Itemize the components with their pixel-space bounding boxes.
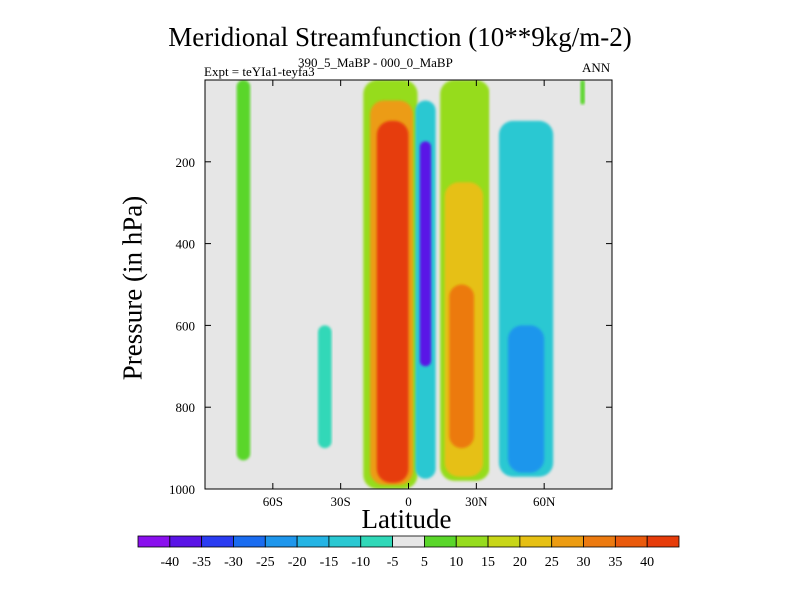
colorbar-label: 5 — [421, 555, 428, 570]
chart-title: Meridional Streamfunction (10**9kg/m-2) — [168, 22, 632, 52]
colorbar-label: -20 — [288, 555, 307, 570]
colorbar-label: 40 — [640, 555, 654, 570]
equatorial-negative-cell-core — [419, 141, 432, 367]
colorbar-label: 10 — [449, 555, 463, 570]
colorbar: -40 -35 -30 -25 -20 -15 -10 -5 5 10 15 20 25 30 35 40 — [137, 535, 680, 570]
northern-hadley-cell-core — [449, 284, 475, 449]
x-tick-label: 30N — [465, 494, 488, 509]
x-tick-label: 0 — [405, 494, 412, 509]
contour-fills — [236, 80, 585, 489]
colorbar-swatch — [487, 535, 521, 548]
colorbar-label: 35 — [608, 555, 622, 570]
colorbar-swatch — [455, 535, 489, 548]
colorbar-swatch — [296, 535, 330, 548]
y-tick-label: 800 — [176, 400, 196, 415]
colorbar-swatch — [392, 535, 425, 548]
high-south-polar-cell — [236, 80, 251, 461]
colorbar-label: -30 — [224, 555, 243, 570]
colorbar-swatch — [646, 535, 680, 548]
colorbar-label: -15 — [320, 555, 339, 570]
southern-ferrel-cell-core — [318, 325, 332, 449]
axis-ticks: 60S 30S 0 30N 60N 200 400 600 800 1000 — [169, 80, 612, 509]
northern-ferrel-cell-core — [507, 325, 545, 473]
colorbar-swatch — [233, 535, 266, 548]
y-tick-label: 600 — [176, 318, 196, 333]
colorbar-label: -5 — [387, 555, 399, 570]
colorbar-swatch — [201, 535, 234, 548]
colorbar-label: -10 — [351, 555, 370, 570]
colorbar-swatch — [519, 535, 553, 548]
colorbar-label: -35 — [192, 555, 211, 570]
colorbar-label: 15 — [481, 555, 495, 570]
experiment-name: 390_5_MaBP - 000_0_MaBP — [298, 55, 453, 70]
experiment-label: Expt = teYIa1-teyfa3 — [204, 64, 315, 79]
colorbar-swatch — [551, 535, 584, 548]
y-tick-label: 200 — [176, 155, 196, 170]
y-tick-label: 400 — [176, 237, 196, 252]
colorbar-swatch — [137, 535, 171, 548]
colorbar-swatch — [424, 535, 457, 548]
colorbar-label: 30 — [577, 555, 591, 570]
season-label: ANN — [582, 60, 611, 75]
southern-ferrel-cell-outer — [277, 80, 289, 154]
x-tick-label: 60S — [263, 494, 283, 509]
southern-hadley-cell-core — [376, 120, 409, 483]
colorbar-label: -25 — [256, 555, 275, 570]
colorbar-swatch — [360, 535, 393, 548]
colorbar-swatch — [264, 535, 298, 548]
colorbar-swatch — [328, 535, 362, 548]
colorbar-swatch — [583, 535, 616, 548]
colorbar-swatch — [169, 535, 203, 548]
colorbar-label: 25 — [545, 555, 559, 570]
y-tick-label: 1000 — [169, 482, 195, 497]
north-polar-cell — [580, 80, 585, 105]
x-axis-label: Latitude — [361, 504, 452, 534]
colorbar-label: -40 — [160, 555, 179, 570]
x-tick-label: 30S — [331, 494, 351, 509]
colorbar-label: 20 — [513, 555, 527, 570]
southern-ferrel-cell — [302, 169, 348, 479]
x-tick-label: 60N — [533, 494, 556, 509]
colorbar-swatch — [614, 535, 648, 548]
